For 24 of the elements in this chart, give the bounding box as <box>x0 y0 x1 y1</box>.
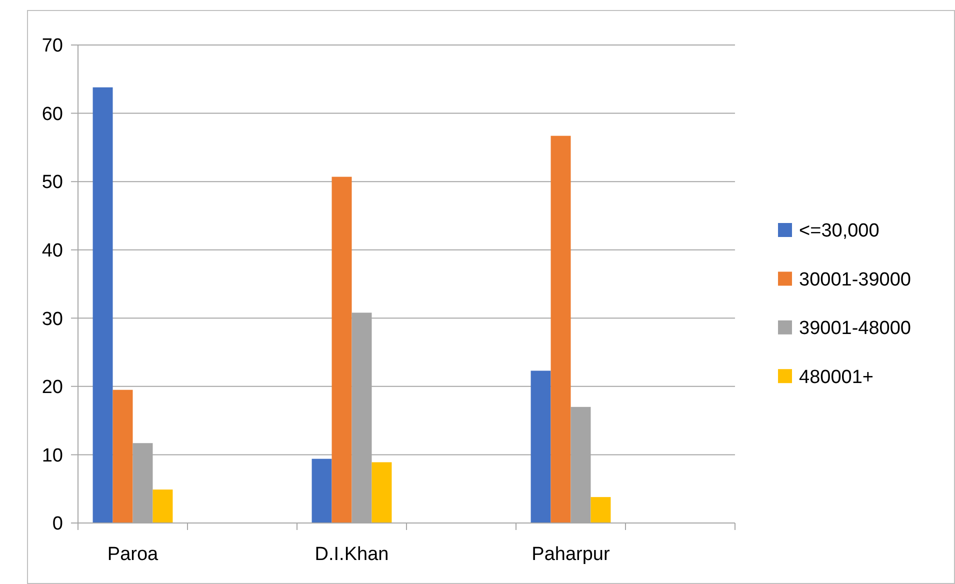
legend-label: 480001+ <box>799 366 874 388</box>
bar <box>590 497 611 523</box>
y-tick-label: 10 <box>42 445 63 466</box>
legend-label: <=30,000 <box>799 220 880 242</box>
bar <box>112 390 133 523</box>
bar <box>332 176 352 523</box>
x-tick-label: Paroa <box>107 544 159 565</box>
legend-label: 39001-48000 <box>799 318 911 340</box>
y-tick-label: 50 <box>42 172 63 194</box>
bar <box>550 136 571 523</box>
y-tick-label: 0 <box>52 514 63 535</box>
bar <box>152 490 173 523</box>
bar <box>92 87 113 523</box>
bar <box>372 462 392 523</box>
y-tick-label: 60 <box>42 104 63 125</box>
x-tick-label: Paharpur <box>532 544 610 565</box>
y-tick-label: 40 <box>42 240 63 262</box>
legend-label: 30001-39000 <box>799 269 911 290</box>
y-tick-label: 20 <box>42 377 63 398</box>
bar <box>312 458 332 523</box>
y-tick-label: 30 <box>42 308 63 330</box>
bar <box>530 370 551 523</box>
x-tick-label: D.I.Khan <box>314 544 389 565</box>
y-tick-label: 70 <box>42 36 63 57</box>
